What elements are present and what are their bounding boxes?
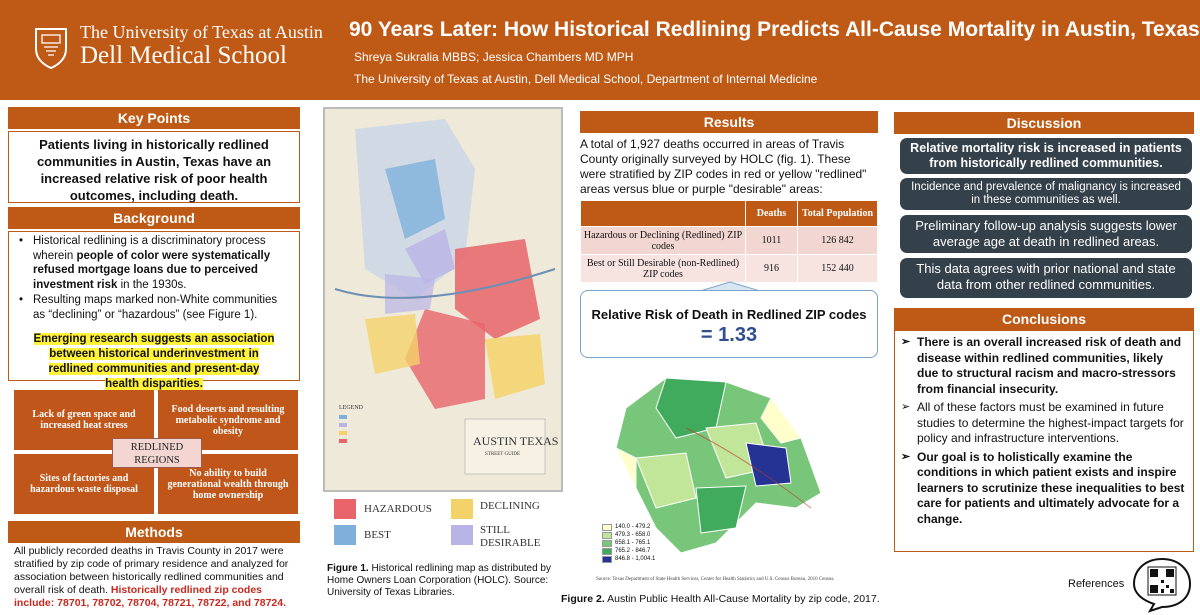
- methods-heading: Methods: [8, 521, 300, 543]
- map-title: AUSTIN TEXAS: [473, 434, 558, 448]
- mortality-legend-item: 846.8 - 1,004.1: [602, 555, 655, 563]
- conclusion-item-1: There is an overall increased risk of de…: [901, 335, 1187, 397]
- relative-risk-box: Relative Risk of Death in Redlined ZIP c…: [580, 290, 878, 358]
- legend-swatch-declining: [451, 499, 473, 519]
- figure2-caption: Figure 2. Austin Public Health All-Cause…: [561, 593, 880, 605]
- background-bullet-1: Historical redlining is a discriminatory…: [17, 234, 291, 292]
- mortality-legend-item: 479.3 - 658.0: [602, 531, 655, 539]
- conclusion-item-2: All of these factors must be examined in…: [901, 400, 1187, 447]
- mortality-legend: 140.0 - 479.2 479.3 - 658.0 658.1 - 765.…: [602, 523, 655, 563]
- figure1-caption: Figure 1. Historical redlining map as di…: [327, 563, 551, 598]
- austin-mortality-map: [614, 377, 822, 554]
- table-header-cell: [580, 200, 746, 227]
- map-subtitle: STREET GUIDE: [485, 452, 520, 457]
- key-points-text: Patients living in historically redlined…: [8, 131, 300, 203]
- relative-risk-title: Relative Risk of Death in Redlined ZIP c…: [591, 307, 867, 322]
- results-table: Deaths Total Population Hazardous or Dec…: [580, 200, 878, 283]
- results-heading: Results: [580, 111, 878, 133]
- redlined-regions-label: REDLINED REGIONS: [112, 438, 202, 468]
- school-name: Dell Medical School: [80, 42, 287, 69]
- discussion-heading: Discussion: [894, 112, 1194, 134]
- holc-redlining-map: AUSTIN TEXAS STREET GUIDE LEGEND: [323, 107, 563, 492]
- background-heading: Background: [8, 207, 300, 229]
- mortality-legend-item: 765.2 - 846.7: [602, 547, 655, 555]
- figure2-source: Source: Texas Department of State Health…: [596, 577, 835, 582]
- university-name: The University of Texas at Austin: [80, 22, 323, 42]
- legend-label-hazardous: HAZARDOUS: [364, 503, 432, 515]
- discussion-item-3: Preliminary follow-up analysis suggests …: [900, 215, 1192, 253]
- relative-risk-value: = 1.33: [700, 324, 758, 346]
- methods-text: All publicly recorded deaths in Travis C…: [14, 545, 289, 609]
- results-text: A total of 1,927 deaths occurred in area…: [580, 137, 867, 196]
- redlined-regions-diagram: Lack of green space and increased heat s…: [14, 390, 298, 514]
- ut-shield-icon: [35, 28, 67, 69]
- table-row: Hazardous or Declining (Redlined) ZIP co…: [580, 226, 878, 255]
- mortality-legend-item: 140.0 - 479.2: [602, 523, 655, 531]
- background-bullet-2: Resulting maps marked non-White communit…: [17, 293, 291, 322]
- highlight-text: Emerging research suggests an associatio…: [33, 333, 275, 390]
- discussion-item-4: This data agrees with prior national and…: [900, 258, 1192, 298]
- affiliation: The University of Texas at Austin, Dell …: [354, 72, 818, 86]
- key-points-heading: Key Points: [8, 107, 300, 129]
- conclusion-item-3: Our goal is to holistically examine the …: [901, 450, 1187, 528]
- legend-label-best: BEST: [364, 529, 391, 541]
- table-row: Best or Still Desirable (non-Redlined) Z…: [580, 254, 878, 283]
- table-header-cell: Total Population: [797, 200, 878, 227]
- poster-header: The University of Texas at Austin Dell M…: [0, 0, 1200, 100]
- qr-code-icon[interactable]: [1132, 557, 1192, 613]
- legend-label-still-desirable: STILL DESIRABLE: [480, 524, 541, 549]
- legend-label-declining: DECLINING: [480, 500, 540, 512]
- poster-title: 90 Years Later: How Historical Redlining…: [349, 18, 1200, 41]
- conclusions-heading: Conclusions: [894, 308, 1194, 330]
- background-box: Historical redlining is a discriminatory…: [8, 231, 300, 390]
- region-green-space: Lack of green space and increased heat s…: [14, 390, 154, 450]
- discussion-item-1: Relative mortality risk is increased in …: [900, 138, 1192, 174]
- holc-map-graphic: AUSTIN TEXAS STREET GUIDE LEGEND: [325, 109, 561, 490]
- legend-swatch-best: [334, 525, 356, 545]
- references-label: References: [1068, 578, 1125, 590]
- discussion-item-2: Incidence and prevalence of malignancy i…: [900, 178, 1192, 210]
- legend-swatch-hazardous: [334, 499, 356, 519]
- map-legend-title: LEGEND: [339, 405, 364, 411]
- table-header-cell: Deaths: [745, 200, 798, 227]
- legend-swatch-still-desirable: [451, 525, 473, 545]
- mortality-legend-item: 658.1 - 765.1: [602, 539, 655, 547]
- conclusions-box: There is an overall increased risk of de…: [894, 330, 1194, 552]
- authors: Shreya Sukralia MBBS; Jessica Chambers M…: [354, 50, 634, 64]
